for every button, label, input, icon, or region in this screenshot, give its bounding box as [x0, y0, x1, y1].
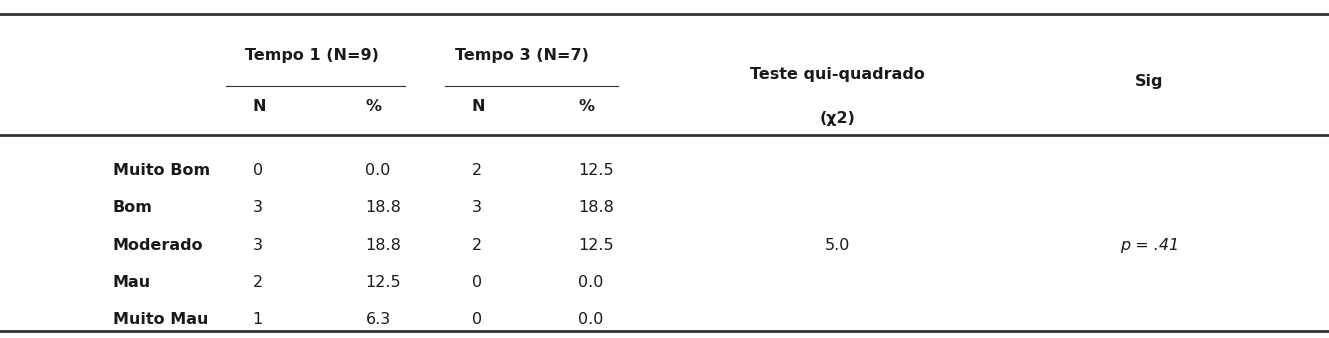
Text: (χ2): (χ2)	[820, 111, 855, 126]
Text: %: %	[365, 99, 381, 114]
Text: Muito Mau: Muito Mau	[113, 312, 209, 327]
Text: 18.8: 18.8	[578, 200, 614, 215]
Text: Sig: Sig	[1135, 74, 1164, 89]
Text: 12.5: 12.5	[365, 275, 401, 290]
Text: 0: 0	[472, 312, 482, 327]
Text: 0.0: 0.0	[365, 163, 391, 178]
Text: 2: 2	[253, 275, 263, 290]
Text: Moderado: Moderado	[113, 238, 203, 252]
Text: Bom: Bom	[113, 200, 153, 215]
Text: Teste qui-quadrado: Teste qui-quadrado	[750, 67, 925, 82]
Text: 18.8: 18.8	[365, 238, 401, 252]
Text: 1: 1	[253, 312, 263, 327]
Text: 12.5: 12.5	[578, 238, 614, 252]
Text: p = .41: p = .41	[1120, 238, 1179, 252]
Text: 3: 3	[253, 200, 263, 215]
Text: 12.5: 12.5	[578, 163, 614, 178]
Text: 6.3: 6.3	[365, 312, 391, 327]
Text: 3: 3	[472, 200, 482, 215]
Text: 0.0: 0.0	[578, 275, 603, 290]
Text: 3: 3	[253, 238, 263, 252]
Text: %: %	[578, 99, 594, 114]
Text: N: N	[472, 99, 485, 114]
Text: Tempo 1 (N=9): Tempo 1 (N=9)	[246, 48, 379, 63]
Text: N: N	[253, 99, 266, 114]
Text: 2: 2	[472, 238, 482, 252]
Text: Muito Bom: Muito Bom	[113, 163, 210, 178]
Text: Tempo 3 (N=7): Tempo 3 (N=7)	[456, 48, 589, 63]
Text: 18.8: 18.8	[365, 200, 401, 215]
Text: 2: 2	[472, 163, 482, 178]
Text: 0: 0	[472, 275, 482, 290]
Text: Mau: Mau	[113, 275, 152, 290]
Text: 0.0: 0.0	[578, 312, 603, 327]
Text: 0: 0	[253, 163, 263, 178]
Text: 5.0: 5.0	[824, 238, 851, 252]
